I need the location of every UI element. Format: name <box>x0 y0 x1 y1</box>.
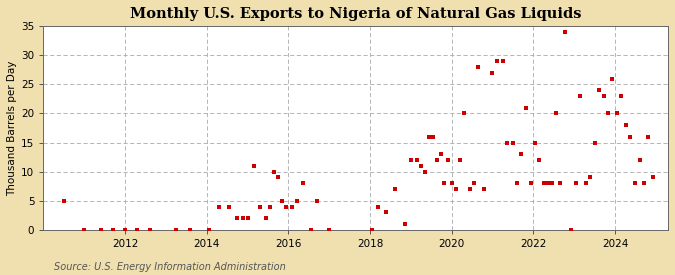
Point <box>639 181 650 185</box>
Point <box>248 164 259 168</box>
Point <box>132 228 142 232</box>
Point <box>590 140 601 145</box>
Point <box>534 158 545 162</box>
Point <box>566 228 576 232</box>
Point <box>412 158 423 162</box>
Point <box>497 59 508 63</box>
Point <box>598 94 609 98</box>
Point <box>616 94 626 98</box>
Point <box>400 222 410 226</box>
Point <box>472 65 483 69</box>
Point <box>213 204 224 209</box>
Point <box>291 199 302 203</box>
Point <box>281 204 292 209</box>
Point <box>526 181 537 185</box>
Point <box>606 76 617 81</box>
Point <box>575 94 586 98</box>
Text: Source: U.S. Energy Information Administration: Source: U.S. Energy Information Administ… <box>54 262 286 272</box>
Point <box>502 140 512 145</box>
Point <box>571 181 582 185</box>
Point <box>312 199 323 203</box>
Point <box>269 169 279 174</box>
Point <box>542 181 553 185</box>
Point <box>424 134 435 139</box>
Point <box>585 175 596 180</box>
Point <box>450 187 461 191</box>
Point <box>492 59 503 63</box>
Point <box>647 175 658 180</box>
Point <box>297 181 308 185</box>
Point <box>602 111 613 116</box>
Point <box>464 187 475 191</box>
Y-axis label: Thousand Barrels per Day: Thousand Barrels per Day <box>7 60 17 196</box>
Point <box>416 164 427 168</box>
Point <box>95 228 106 232</box>
Point <box>620 123 631 127</box>
Point <box>530 140 541 145</box>
Point <box>428 134 439 139</box>
Point <box>520 106 531 110</box>
Point <box>273 175 284 180</box>
Point <box>381 210 392 214</box>
Point <box>630 181 641 185</box>
Point <box>238 216 249 220</box>
Point <box>79 228 90 232</box>
Point <box>512 181 522 185</box>
Point <box>546 181 557 185</box>
Point <box>119 228 130 232</box>
Point <box>324 228 335 232</box>
Point <box>550 111 561 116</box>
Point <box>454 158 465 162</box>
Point <box>446 181 457 185</box>
Point <box>107 228 118 232</box>
Point <box>439 181 450 185</box>
Point <box>373 204 383 209</box>
Point <box>508 140 518 145</box>
Point <box>594 88 605 92</box>
Point <box>420 169 431 174</box>
Point <box>487 71 498 75</box>
Point <box>287 204 298 209</box>
Point <box>242 216 253 220</box>
Point <box>516 152 526 156</box>
Point <box>261 216 271 220</box>
Point <box>223 204 234 209</box>
Point <box>436 152 447 156</box>
Point <box>554 181 565 185</box>
Point <box>443 158 454 162</box>
Point <box>635 158 646 162</box>
Point <box>185 228 196 232</box>
Point <box>625 134 636 139</box>
Point <box>538 181 549 185</box>
Point <box>203 228 214 232</box>
Point <box>367 228 377 232</box>
Point <box>468 181 479 185</box>
Point <box>232 216 243 220</box>
Point <box>171 228 182 232</box>
Point <box>59 199 70 203</box>
Point <box>580 181 591 185</box>
Point <box>458 111 469 116</box>
Point <box>432 158 443 162</box>
Point <box>612 111 622 116</box>
Point <box>643 134 654 139</box>
Point <box>389 187 400 191</box>
Point <box>406 158 416 162</box>
Point <box>277 199 288 203</box>
Point <box>254 204 265 209</box>
Title: Monthly U.S. Exports to Nigeria of Natural Gas Liquids: Monthly U.S. Exports to Nigeria of Natur… <box>130 7 581 21</box>
Point <box>305 228 316 232</box>
Point <box>479 187 490 191</box>
Point <box>265 204 275 209</box>
Point <box>560 30 570 34</box>
Point <box>144 228 155 232</box>
